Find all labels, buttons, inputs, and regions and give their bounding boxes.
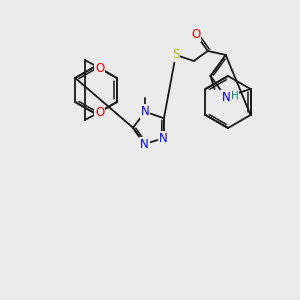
Text: N: N (141, 105, 149, 118)
Text: O: O (95, 61, 104, 74)
Text: O: O (95, 106, 104, 118)
Text: H: H (231, 91, 239, 101)
Text: S: S (172, 49, 179, 62)
Text: N: N (221, 91, 230, 103)
Text: N: N (159, 132, 168, 145)
Text: N: N (140, 138, 149, 151)
Text: O: O (191, 28, 200, 41)
